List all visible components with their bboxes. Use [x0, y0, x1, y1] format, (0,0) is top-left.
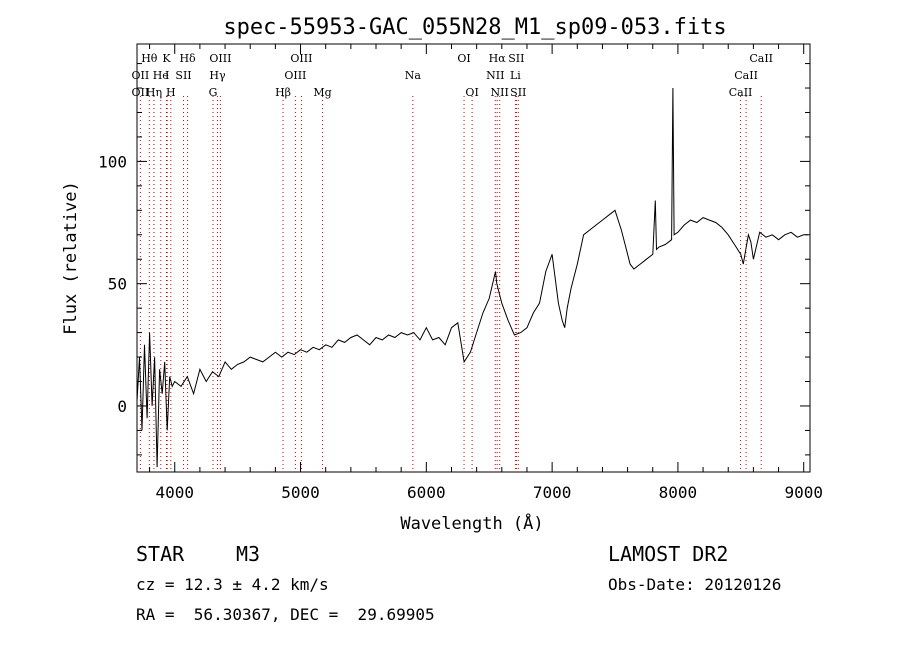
line-marker-label: Na	[405, 69, 422, 82]
x-tick-label: 5000	[281, 483, 320, 502]
line-marker-label: OI	[465, 86, 478, 99]
y-axis-label: Flux (relative)	[61, 181, 81, 335]
y-tick-label: 0	[117, 397, 127, 416]
survey-name: LAMOST DR2	[608, 542, 729, 566]
line-marker-label: OII	[132, 86, 150, 99]
line-marker-label: OI	[457, 52, 470, 65]
x-tick-label: 7000	[533, 483, 572, 502]
object-subclass: M3	[236, 542, 261, 566]
spectrum-line	[136, 87, 808, 468]
line-marker-label: Hγ	[209, 69, 226, 82]
x-axis-ticks: 4000 5000 6000 7000 8000 9000	[149, 44, 823, 502]
x-tick-label: 6000	[407, 483, 446, 502]
line-marker-label: Hθ	[141, 52, 158, 65]
line-marker-label: NII	[491, 86, 509, 99]
line-marker-label: OIII	[209, 52, 231, 65]
line-marker-label: Hη	[146, 86, 162, 99]
y-tick-label: 100	[98, 152, 127, 171]
line-marker-label: SII	[510, 86, 526, 99]
line-marker-label: NII	[486, 69, 504, 82]
chart-title: spec-55953-GAC_055N28_M1_sp09-053.fits	[223, 15, 726, 40]
line-marker-label: CaII	[734, 69, 758, 82]
line-marker-label: Mg	[313, 86, 331, 99]
plot-frame	[136, 43, 811, 473]
line-marker-label: Hδ	[179, 52, 196, 65]
line-marker-label: SII	[508, 52, 524, 65]
object-class: STAR	[136, 542, 185, 566]
coordinates: RA = 56.30367, DEC = 29.69905	[136, 605, 435, 624]
line-marker-label: OIII	[290, 52, 312, 65]
line-marker-label: CaII	[749, 52, 773, 65]
line-marker-label: He	[153, 69, 169, 82]
line-marker-label: Hβ	[275, 86, 291, 99]
line-marker-label: OIII	[284, 69, 306, 82]
x-tick-label: 8000	[659, 483, 698, 502]
x-tick-label: 9000	[784, 483, 823, 502]
line-marker-label: G	[209, 86, 218, 99]
y-tick-label: 50	[108, 275, 127, 294]
line-marker-label: OII	[132, 69, 150, 82]
x-axis-label: Wavelength (Å)	[400, 512, 543, 534]
observation-date: Obs-Date: 20120126	[608, 575, 782, 594]
y-axis-ticks: 0 50 100	[98, 63, 810, 456]
line-marker-label: Hα	[489, 52, 507, 65]
redshift-cz: cz = 12.3 ± 4.2 km/s	[136, 575, 329, 594]
line-marker-label: Li	[510, 69, 521, 82]
line-marker-label: CaII	[729, 86, 753, 99]
line-marker-label: H	[166, 86, 176, 99]
line-marker-label: I	[165, 69, 169, 82]
line-marker-label: SII	[175, 69, 191, 82]
x-tick-label: 4000	[155, 483, 194, 502]
line-marker-label: K	[162, 52, 171, 65]
